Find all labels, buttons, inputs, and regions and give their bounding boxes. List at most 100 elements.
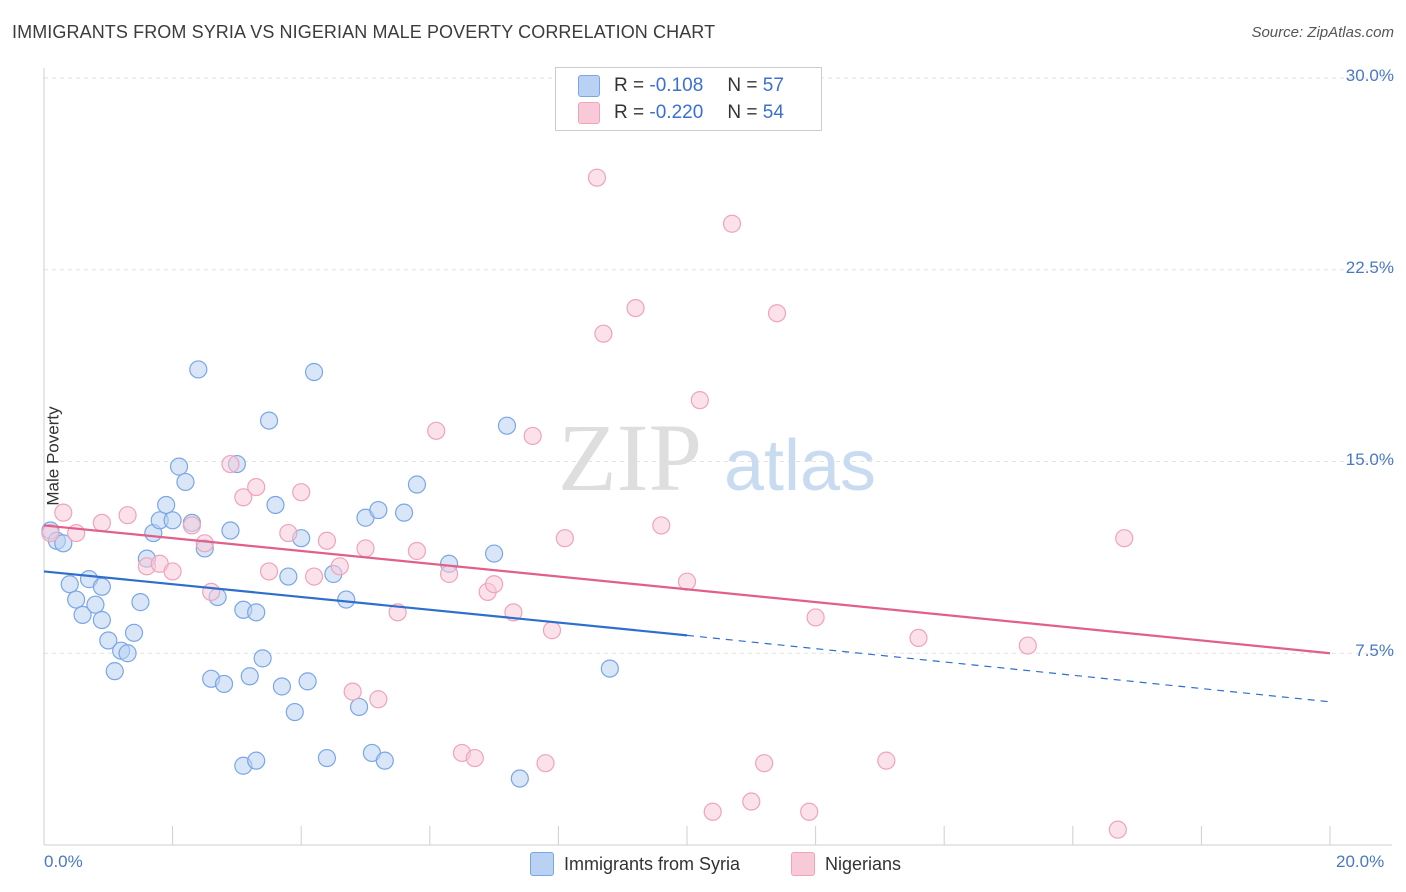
x-tick-label-max: 20.0%: [1336, 852, 1385, 871]
syria-point: [407, 475, 427, 494]
n-value-nigerians: 54: [762, 102, 784, 123]
trend-line-syria-extension: [686, 634, 1331, 703]
watermark-atlas: atlas: [724, 426, 876, 506]
syria-point: [131, 593, 150, 612]
legend-label-syria: Immigrants from Syria: [564, 853, 741, 874]
y-axis-label: Male Poverty: [43, 406, 63, 506]
nigerians-point: [202, 582, 221, 601]
syria-point: [67, 590, 86, 609]
nigerians-point: [182, 516, 201, 535]
nigerians-point: [356, 539, 375, 558]
legend-item-nigerians: Nigerians: [791, 852, 901, 876]
syria-point: [92, 577, 111, 596]
syria-point: [60, 575, 79, 594]
nigerians-point: [195, 534, 214, 553]
watermark-zip: ZIP: [558, 404, 702, 511]
syria-point: [337, 590, 356, 609]
x-tick-label-min: 0.0%: [44, 852, 83, 871]
nigerians-point: [1018, 636, 1037, 655]
nigerians-point: [800, 802, 819, 821]
nigerians-point: [343, 682, 362, 701]
nigerians-point: [247, 477, 266, 497]
legend-swatch-nigerians: [791, 852, 815, 876]
syria-point: [118, 644, 137, 663]
correlation-legend: R = -0.108 N = 57 R = -0.220 N = 54: [555, 67, 822, 131]
legend-row-nigerians: R = -0.220 N = 54: [578, 100, 784, 126]
syria-point: [304, 362, 324, 382]
syria-point: [369, 500, 388, 520]
source-label: Source: ZipAtlas.com: [1251, 24, 1394, 41]
syria-point: [279, 567, 298, 586]
nigerians-point: [427, 421, 446, 440]
syria-point: [349, 697, 369, 717]
syria-point: [298, 672, 317, 691]
syria-point: [240, 667, 259, 686]
nigerians-point: [523, 426, 542, 446]
nigerians-point: [304, 567, 324, 586]
y-tick-label: 22.5%: [1345, 257, 1394, 277]
syria-point: [259, 411, 279, 430]
nigerians-point: [259, 562, 279, 581]
syria-point: [247, 751, 266, 770]
nigerians-point: [806, 608, 825, 627]
y-tick-label: 15.0%: [1345, 449, 1394, 469]
nigerians-point: [1108, 820, 1127, 839]
syria-point: [221, 521, 240, 540]
y-tick-label: 30.0%: [1345, 66, 1394, 85]
syria-point: [266, 495, 285, 515]
syria-point: [189, 360, 208, 379]
legend-row-syria: R = -0.108 N = 57: [578, 73, 784, 99]
nigerians-point: [767, 304, 787, 323]
syria-point: [272, 677, 292, 696]
nigerians-point: [54, 503, 73, 522]
r-label: R =: [614, 102, 645, 123]
n-label: N =: [727, 102, 758, 123]
legend-label-nigerians: Nigerians: [825, 853, 902, 874]
syria-point: [99, 631, 118, 650]
nigerians-point: [690, 391, 709, 410]
legend-item-syria: Immigrants from Syria: [530, 852, 740, 876]
nigerians-point: [407, 541, 427, 561]
syria-point: [510, 769, 529, 788]
nigerians-point: [221, 454, 240, 474]
watermark: ZIP atlas: [558, 404, 876, 511]
nigerians-point: [626, 299, 645, 318]
nigerians-point: [485, 575, 504, 594]
syria-point: [317, 748, 337, 768]
n-value-syria: 57: [762, 75, 784, 96]
trend-line-nigerians: [43, 524, 1331, 655]
trend-lines: [43, 524, 1331, 703]
syria-point: [169, 457, 189, 476]
grid-lines: [44, 77, 1392, 654]
syria-point: [124, 623, 144, 642]
syria-point: [86, 595, 105, 614]
syria-point: [375, 751, 394, 770]
nigerians-point: [877, 751, 896, 770]
nigerians-point: [118, 506, 137, 525]
trend-line-syria: [43, 570, 688, 637]
nigerians-point: [41, 523, 60, 543]
syria-point: [163, 511, 182, 530]
syria-point: [176, 472, 195, 492]
nigerians-point: [330, 557, 349, 576]
syria-point: [253, 649, 272, 668]
syria-point: [92, 610, 111, 630]
r-value-nigerians: -0.220: [649, 102, 704, 123]
nigerians-point: [703, 802, 722, 821]
nigerians-point: [755, 754, 774, 773]
nigerians-point: [1115, 529, 1134, 548]
nigerians-point: [555, 529, 574, 548]
legend-swatch-syria: [578, 75, 600, 97]
nigerians-point: [292, 483, 311, 502]
r-label: R =: [614, 75, 645, 96]
nigerians-point: [542, 621, 562, 640]
nigerians-point: [439, 564, 459, 584]
legend-swatch-nigerians: [578, 102, 600, 124]
syria-point: [497, 416, 517, 435]
syria-point: [485, 544, 504, 563]
nigerians-point: [317, 531, 337, 550]
nigerians-point: [536, 754, 555, 773]
nigerians-point: [594, 324, 613, 343]
series-nigerians-points: [41, 168, 1134, 839]
